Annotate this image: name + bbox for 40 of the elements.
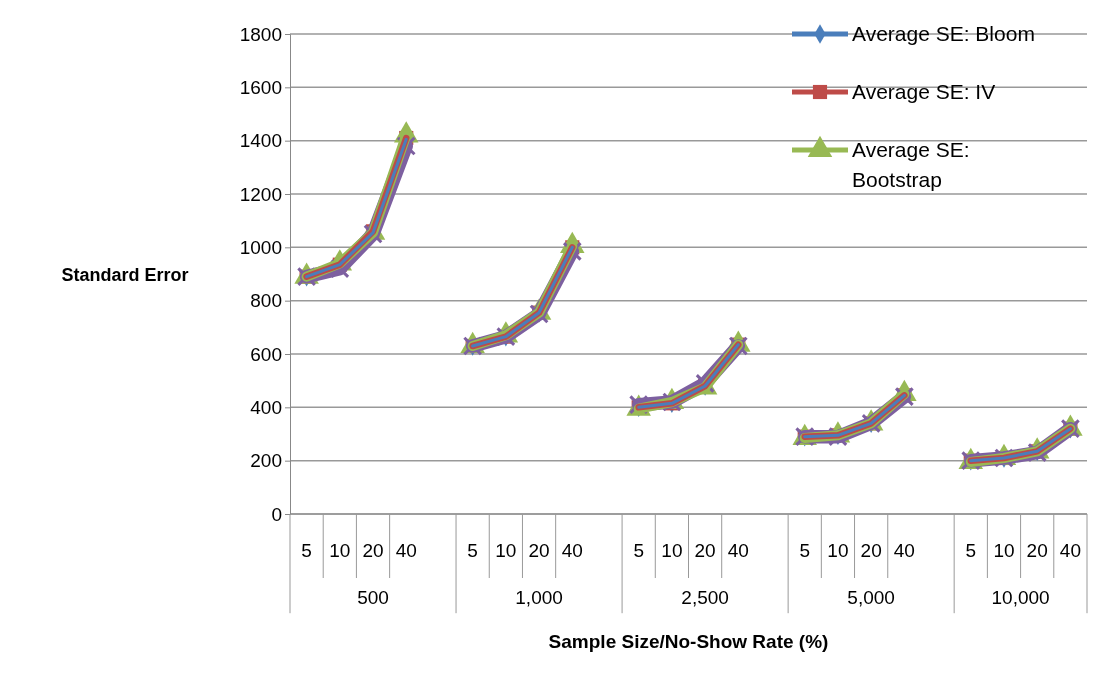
y-tick-label: 600 [250,343,282,365]
y-tick-label: 200 [250,450,282,472]
x-tick-label: 40 [395,540,417,561]
x-tick-label: 5 [799,540,811,561]
text: 500 [357,587,389,608]
x-tick-label: 10 [495,540,517,561]
x-tick-label: 5 [633,540,644,561]
x-tick-label: 10 [661,540,683,561]
y-tick-label: 1800 [239,23,282,45]
legend-label: Average SE: Bloom [852,22,1035,45]
y-tick-label: 1600 [239,76,282,98]
x-tick-label: 20 [694,540,716,561]
y-tick-label: 400 [250,396,282,418]
text: 5,000 [847,587,895,608]
x-tick-label: 40 [727,540,749,561]
x-tick-label: 40 [561,540,583,561]
x-tick-label: 5 [301,540,312,561]
y-tick-label: 1400 [239,130,282,152]
text: 2,500 [681,587,729,608]
x-tick-label: 10 [827,540,849,561]
x-tick-label: 10 [993,540,1015,561]
x-tick-label: 10 [329,540,351,561]
y-tick-label: 1000 [239,236,282,258]
x-tick-label: 40 [1059,540,1081,561]
legend-label: Average SE: Bootstrap [852,138,970,191]
x-tick-label: 20 [362,540,384,561]
x-axis-title: Sample Size/No-Show Rate (%) [548,631,829,652]
x-tick-label: 20 [860,540,882,561]
y-tick-label: 800 [250,290,282,312]
y-axis-title: Standard Error [61,265,189,286]
y-tick-label: 1200 [239,183,282,205]
x-tick-label: 20 [528,540,550,561]
x-tick-label: 5 [467,540,478,561]
x-tick-label: 20 [1026,540,1048,561]
text: 10,000 [991,587,1050,608]
x-tick-label: 5 [965,540,977,561]
x-tick-label: 40 [893,540,915,561]
legend-label: Average SE: IV [852,80,996,103]
y-tick-label: 0 [271,503,282,525]
text: 1,000 [515,587,563,608]
